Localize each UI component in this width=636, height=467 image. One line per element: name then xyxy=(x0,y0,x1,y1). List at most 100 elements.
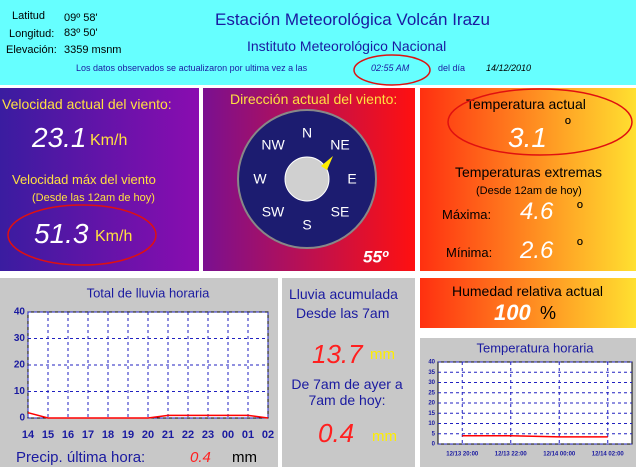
temp-chart: Temperatura horaria 0 5 10 15 20 25 30 35 40 12/13… xyxy=(428,340,633,458)
annotation-ellipse xyxy=(7,204,157,266)
temp-value: 3.1 xyxy=(508,122,547,153)
wind-label: Velocidad actual del viento: xyxy=(2,96,172,112)
x-tick-label: 16 xyxy=(62,429,74,441)
y-tick-label: 35 xyxy=(428,370,435,376)
direction-label: Dirección actual del viento: xyxy=(230,91,398,107)
x-tick-label: 14 xyxy=(22,429,35,441)
wind-max-note: (Desde las 12am de hoy) xyxy=(32,192,155,204)
humidity-panel xyxy=(420,278,636,328)
dir-se: SE xyxy=(331,204,350,220)
elev-label: Elevación: xyxy=(6,44,57,56)
prev-label: De 7am de ayer a 7am de hoy: xyxy=(291,376,403,408)
last-hour-value: 0.4 xyxy=(190,449,211,466)
update-text: Los datos observados se actualizaron por… xyxy=(76,63,308,73)
dir-w: W xyxy=(253,171,267,187)
temp-panel xyxy=(420,88,636,271)
extremes-note: (Desde 12am de hoy) xyxy=(476,185,582,197)
acc-unit: mm xyxy=(370,346,395,363)
x-tick-label: 22 xyxy=(182,429,194,441)
y-tick-label: 30 xyxy=(14,333,26,344)
y-tick-label: 20 xyxy=(14,360,26,371)
chart-title: Temperatura horaria xyxy=(476,340,594,355)
title: Estación Meteorológica Volcán Irazu xyxy=(215,10,490,29)
min-value: 2.6 xyxy=(520,237,554,264)
x-tick-label: 18 xyxy=(102,429,114,441)
x-tick-label: 01 xyxy=(242,429,254,441)
dir-e: E xyxy=(347,171,356,187)
wind-max-unit: Km/h xyxy=(95,228,133,245)
acc-value: 13.7 xyxy=(312,339,363,369)
humidity-value: 100 xyxy=(494,300,531,325)
x-tick-label: 21 xyxy=(162,429,174,441)
min-unit: º xyxy=(577,237,583,254)
y-tick-label: 40 xyxy=(14,307,26,318)
y-tick-label: 25 xyxy=(428,390,435,396)
lat: 09º 58' xyxy=(64,12,98,24)
wind-value: 23.1 xyxy=(32,122,87,153)
x-tick-label: 19 xyxy=(122,429,134,441)
chart-title: Total de lluvia horaria xyxy=(87,285,211,300)
y-tick-label: 15 xyxy=(428,411,435,417)
update-date: 14/12/2010 xyxy=(486,63,532,73)
max-value: 4.6 xyxy=(520,198,554,225)
y-tick-label: 40 xyxy=(428,360,435,366)
x-tick-label: 12/13 22:00 xyxy=(495,452,528,458)
rain-panel xyxy=(282,278,415,467)
compass-center xyxy=(284,156,330,202)
max-label: Máxima: xyxy=(442,207,492,222)
x-tick-label: 17 xyxy=(82,429,94,441)
y-tick-label: 10 xyxy=(428,421,435,427)
acc-since: Desde las 7am xyxy=(296,305,390,321)
x-tick-label: 23 xyxy=(202,429,214,441)
lat-label: Latitud xyxy=(12,10,46,22)
annotation-ellipse xyxy=(353,54,431,86)
data-line xyxy=(27,411,269,419)
lon: 83º 50' xyxy=(64,27,98,39)
y-tick-label: 0 xyxy=(19,413,25,424)
temp-unit: º xyxy=(565,116,571,133)
extremes-label: Temperaturas extremas xyxy=(455,164,603,180)
y-tick-label: 30 xyxy=(428,380,435,386)
last-hour-label: Precip. última hora: xyxy=(16,449,146,466)
compass: N NE E SE S SW W NW 55º xyxy=(237,109,389,266)
humidity-label: Humedad relativa actual xyxy=(452,283,603,299)
elev: 3359 msnm xyxy=(64,44,122,56)
wind-max-value: 51.3 xyxy=(34,218,89,249)
wind-panel xyxy=(0,88,199,271)
min-label: Mínima: xyxy=(446,245,493,260)
x-tick-label: 00 xyxy=(222,429,234,441)
dir-sw: SW xyxy=(262,204,285,220)
x-tick-label: 02 xyxy=(262,429,274,441)
last-hour-unit: mm xyxy=(232,449,257,466)
data-line xyxy=(462,435,608,438)
y-tick-label: 5 xyxy=(432,431,436,437)
x-tick-label: 20 xyxy=(142,429,154,441)
dir-nw: NW xyxy=(261,137,285,153)
wind-arrow xyxy=(321,156,333,170)
prev-value: 0.4 xyxy=(318,418,355,448)
dir-ne: NE xyxy=(330,137,349,153)
day-label: del día xyxy=(438,63,466,73)
annotation-ellipse xyxy=(447,88,633,156)
y-tick-label: 10 xyxy=(14,386,26,397)
dir-n: N xyxy=(302,125,312,141)
x-tick-label: 15 xyxy=(42,429,54,441)
max-unit: º xyxy=(577,200,583,217)
humidity-unit: % xyxy=(540,303,557,323)
acc-label: Lluvia acumulada xyxy=(289,286,398,302)
y-tick-label: 20 xyxy=(428,401,435,407)
subtitle: Instituto Meteorológico Nacional xyxy=(247,38,447,54)
update-time: 02:55 AM xyxy=(371,63,410,73)
wind-max-label: Velocidad máx del viento xyxy=(12,172,156,187)
x-tick-label: 12/14 02:00 xyxy=(592,452,625,458)
dir-s: S xyxy=(302,217,311,233)
temp-label: Temperatura actual xyxy=(466,96,586,112)
prev-unit: mm xyxy=(372,428,397,445)
wind-unit: Km/h xyxy=(90,132,128,149)
direction-degrees: 55º xyxy=(363,247,389,266)
header xyxy=(0,0,636,85)
x-tick-label: 12/13 20:00 xyxy=(446,452,479,458)
x-tick-label: 12/14 00:00 xyxy=(543,452,576,458)
